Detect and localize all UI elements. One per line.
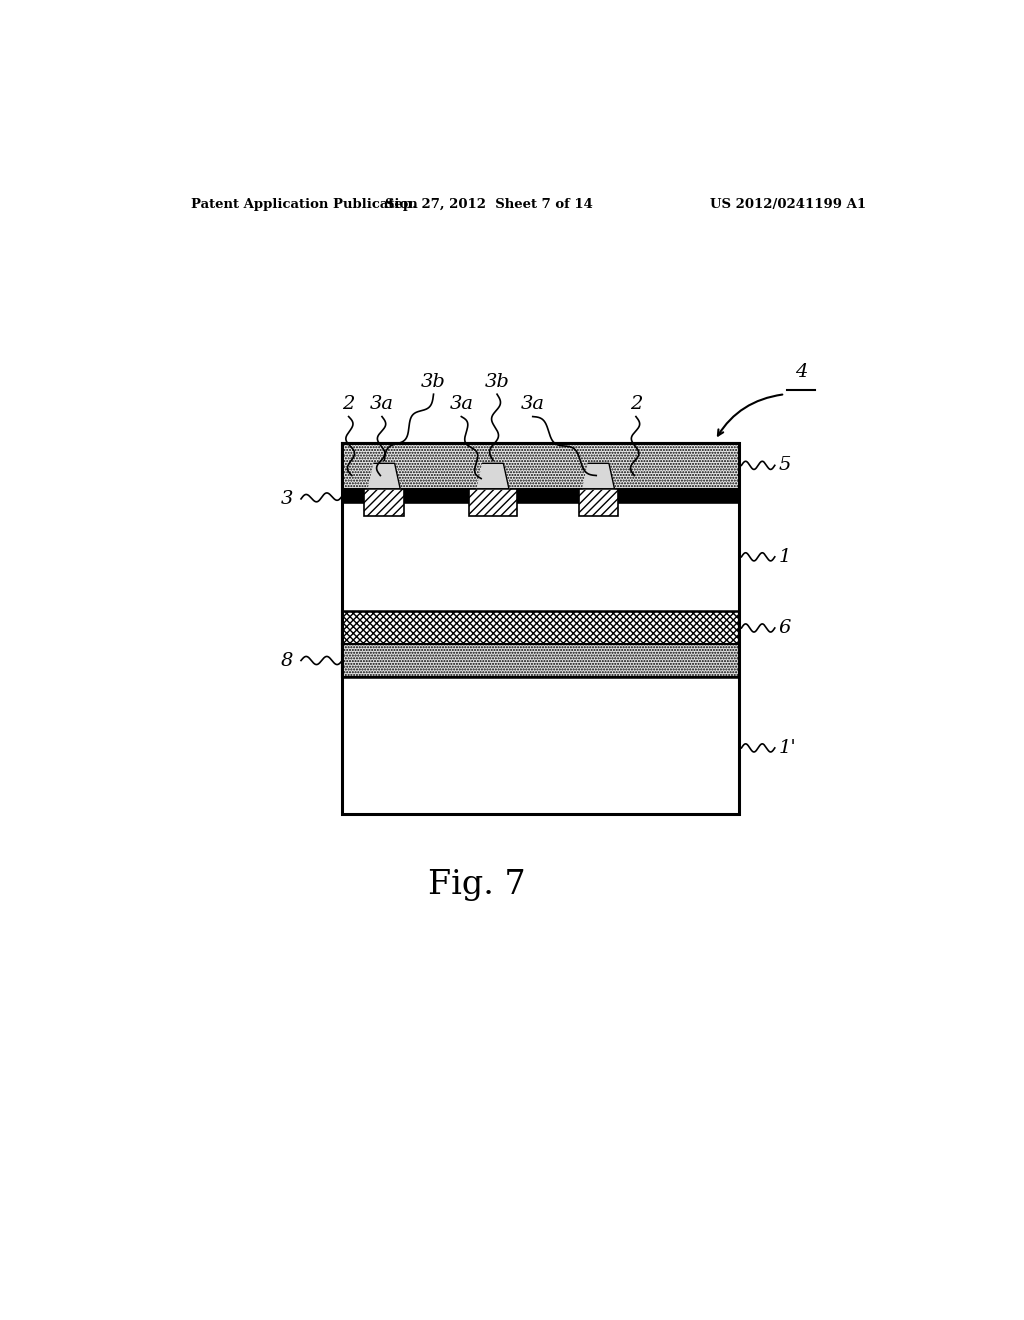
Text: US 2012/0241199 A1: US 2012/0241199 A1 <box>710 198 866 211</box>
Text: Fig. 7: Fig. 7 <box>428 869 526 902</box>
Text: 3a: 3a <box>370 396 394 413</box>
Bar <box>342 488 739 502</box>
Bar <box>579 488 618 516</box>
Polygon shape <box>477 463 509 488</box>
Text: 3a: 3a <box>521 396 545 413</box>
Text: 2: 2 <box>630 396 642 413</box>
Bar <box>342 444 739 488</box>
Bar <box>342 677 739 814</box>
Text: 8: 8 <box>281 652 293 669</box>
Bar <box>342 502 739 611</box>
Bar <box>365 488 404 516</box>
Text: 3: 3 <box>281 490 293 508</box>
Text: 2: 2 <box>342 396 354 413</box>
Bar <box>342 644 739 677</box>
Text: 5: 5 <box>778 457 792 474</box>
Text: 3b: 3b <box>484 374 510 391</box>
Bar <box>342 444 739 814</box>
Polygon shape <box>369 463 400 488</box>
Text: Sep. 27, 2012  Sheet 7 of 14: Sep. 27, 2012 Sheet 7 of 14 <box>385 198 593 211</box>
Bar <box>342 611 739 644</box>
Text: 1: 1 <box>778 548 792 566</box>
Text: 6: 6 <box>778 619 792 638</box>
Text: 3a: 3a <box>450 396 473 413</box>
Text: 4: 4 <box>795 363 807 381</box>
Text: 1': 1' <box>778 739 797 756</box>
Text: 3b: 3b <box>421 374 446 391</box>
Bar <box>469 488 517 516</box>
Polygon shape <box>583 463 614 488</box>
Text: Patent Application Publication: Patent Application Publication <box>191 198 418 211</box>
